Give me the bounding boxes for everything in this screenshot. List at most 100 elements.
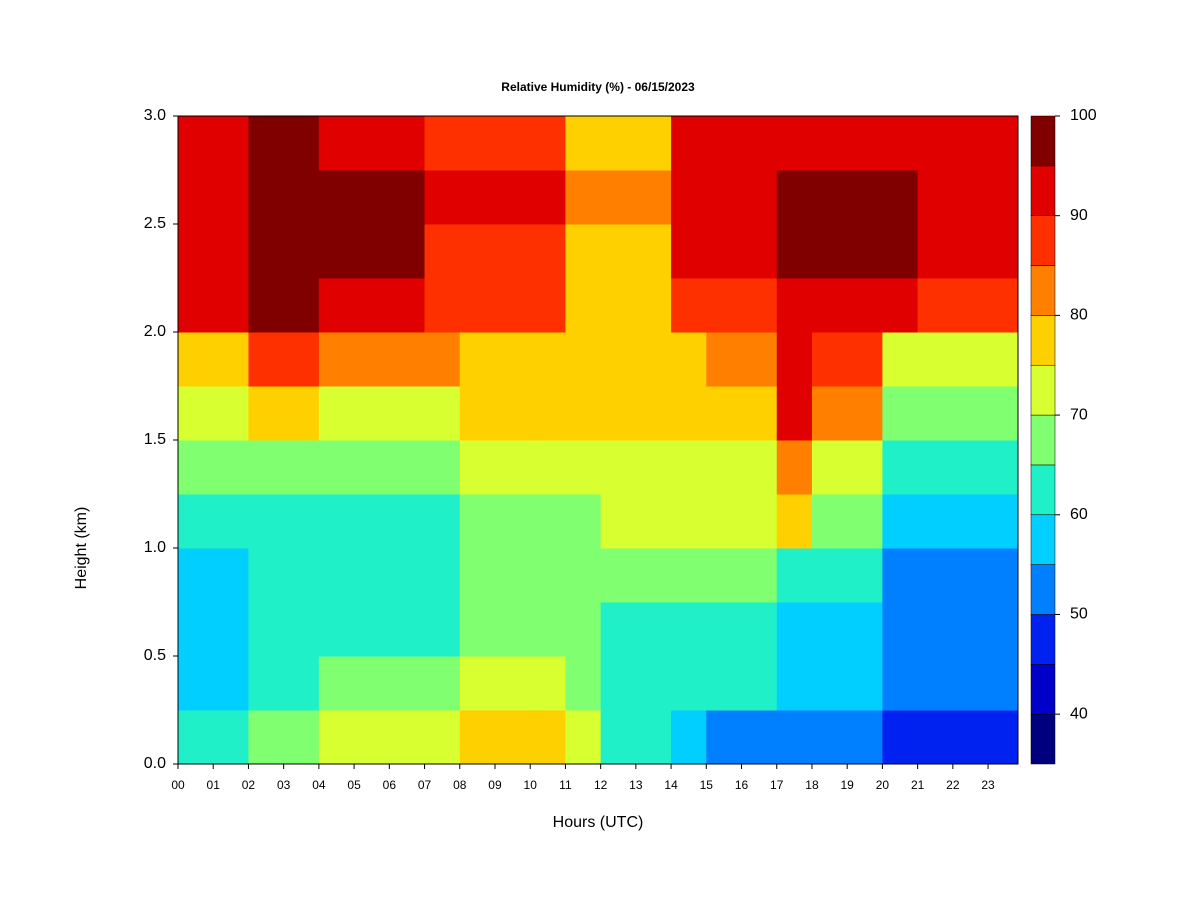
heat-cell — [988, 278, 1019, 333]
heat-cell — [318, 656, 355, 711]
x-tick-label: 15 — [700, 778, 714, 792]
x-axis-label: Hours (UTC) — [553, 814, 644, 831]
chart-title: Relative Humidity (%) - 06/15/2023 — [501, 80, 695, 94]
heat-cell — [776, 332, 813, 387]
x-tick-label: 11 — [559, 778, 572, 792]
heat-cell — [917, 224, 954, 279]
heat-cell — [213, 224, 249, 279]
heat-cell — [178, 656, 214, 711]
x-tick-label: 16 — [735, 778, 749, 792]
heat-cell — [882, 440, 919, 495]
colorbar-band — [1030, 215, 1056, 266]
heat-cell — [635, 710, 672, 765]
heat-cell — [811, 656, 848, 711]
heat-cell — [706, 440, 743, 495]
heat-cell — [882, 548, 919, 603]
heat-cell — [178, 116, 214, 171]
heat-cell — [459, 440, 496, 495]
heat-cell — [847, 602, 883, 657]
heat-cell — [248, 386, 285, 441]
heat-cell — [248, 170, 285, 225]
heat-cell — [424, 602, 461, 657]
heat-cell — [178, 386, 214, 441]
heat-cell — [988, 332, 1019, 387]
heat-cell — [952, 116, 989, 171]
heat-cell — [354, 170, 390, 225]
heat-cell — [671, 656, 707, 711]
colorbar-tick-label: 50 — [1070, 606, 1088, 623]
heat-cell — [741, 710, 778, 765]
heat-cell — [213, 116, 249, 171]
heat-cell — [847, 224, 883, 279]
heat-cell — [283, 278, 320, 333]
heat-cell — [600, 116, 637, 171]
heat-cell — [917, 656, 954, 711]
heat-cell — [565, 440, 602, 495]
heat-cell — [741, 656, 778, 711]
heat-cell — [318, 332, 355, 387]
colorbar-tick-label: 70 — [1070, 406, 1088, 423]
heat-cell — [635, 494, 672, 549]
heat-cell — [847, 332, 883, 387]
heat-cell — [318, 386, 355, 441]
heat-cell — [354, 386, 390, 441]
heat-cell — [213, 710, 249, 765]
heat-cell — [178, 548, 214, 603]
heat-cell — [706, 710, 743, 765]
heat-cell — [283, 332, 320, 387]
heat-cell — [248, 116, 285, 171]
heat-cell — [494, 656, 531, 711]
heat-cell — [213, 386, 249, 441]
heat-cell — [741, 440, 778, 495]
heat-cell — [952, 494, 989, 549]
x-tick-label: 18 — [805, 778, 819, 792]
heat-cell — [530, 494, 566, 549]
heat-cell — [318, 602, 355, 657]
heat-cell — [988, 494, 1019, 549]
heat-cell — [530, 602, 566, 657]
heat-cell — [917, 332, 954, 387]
colorbar-band — [1030, 464, 1056, 516]
heat-cell — [952, 548, 989, 603]
heat-cell — [741, 494, 778, 549]
heat-cell — [354, 494, 390, 549]
heat-cell — [494, 116, 531, 171]
heat-cell — [847, 548, 883, 603]
heat-cell — [671, 224, 707, 279]
x-tick-label: 01 — [207, 778, 221, 792]
heat-cell — [178, 440, 214, 495]
heat-cell — [635, 440, 672, 495]
heat-cell — [917, 116, 954, 171]
heat-cell — [988, 548, 1019, 603]
heat-cell — [706, 602, 743, 657]
heat-cell — [882, 278, 919, 333]
heat-cell — [424, 116, 461, 171]
heat-cell — [565, 278, 602, 333]
heat-cell — [283, 170, 320, 225]
heat-cell — [459, 494, 496, 549]
heat-cell — [213, 440, 249, 495]
heat-cell — [811, 170, 848, 225]
heat-cell — [988, 116, 1019, 171]
y-tick-label: 1.0 — [144, 539, 166, 556]
heat-cell — [811, 332, 848, 387]
heat-cell — [952, 440, 989, 495]
heat-cell — [811, 116, 848, 171]
heat-cell — [671, 386, 707, 441]
heat-cell — [178, 602, 214, 657]
colorbar-tick-label: 60 — [1070, 506, 1088, 523]
heat-cell — [178, 278, 214, 333]
heat-cell — [530, 548, 566, 603]
heat-cell — [494, 710, 531, 765]
heat-cell — [776, 116, 813, 171]
heat-cell — [283, 602, 320, 657]
heat-cell — [248, 602, 285, 657]
heat-cell — [494, 494, 531, 549]
heat-cell — [494, 332, 531, 387]
x-tick-label: 07 — [418, 778, 432, 792]
heat-cell — [741, 548, 778, 603]
heat-cell — [530, 224, 566, 279]
heat-cell — [952, 278, 989, 333]
heat-cell — [459, 278, 496, 333]
heat-cell — [671, 440, 707, 495]
